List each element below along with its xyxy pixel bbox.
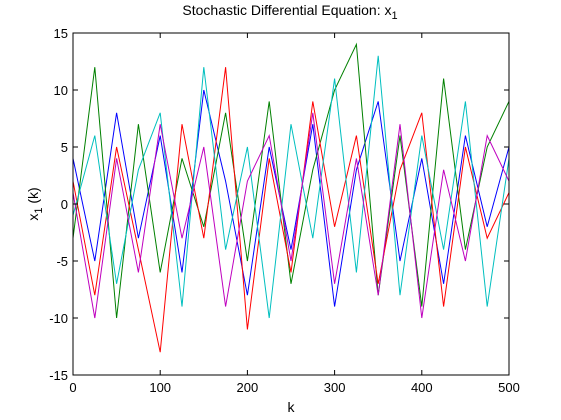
y-axis-label: x1 (k) (25, 187, 45, 220)
x-tick-label: 200 (237, 380, 259, 395)
y-tick-label: -5 (56, 254, 68, 269)
x-tick-label: 0 (69, 380, 76, 395)
series-line-2 (72, 42, 510, 319)
x-tick-label: 500 (498, 380, 520, 395)
y-tick-label: -10 (49, 311, 68, 326)
ticks-layer: 0 100 200 300 400 500 -15 -10 -5 0 5 10 15 (49, 26, 520, 395)
y-tick-label: 10 (54, 83, 68, 98)
chart-title: Stochastic Differential Equation: x1 (182, 2, 397, 22)
y-tick-label: 15 (54, 26, 68, 41)
x-tick-label: 400 (411, 380, 433, 395)
x-axis-label: k (288, 399, 296, 415)
series-line-4 (72, 55, 510, 319)
y-tick-label: 5 (61, 140, 68, 155)
y-tick-label: 0 (61, 197, 68, 212)
y-tick-label: -15 (49, 368, 68, 383)
series-line-5 (72, 112, 510, 319)
series-layer (72, 42, 510, 353)
x-tick-label: 300 (324, 380, 346, 395)
series-line-3 (72, 67, 510, 353)
x-tick-label: 100 (149, 380, 171, 395)
